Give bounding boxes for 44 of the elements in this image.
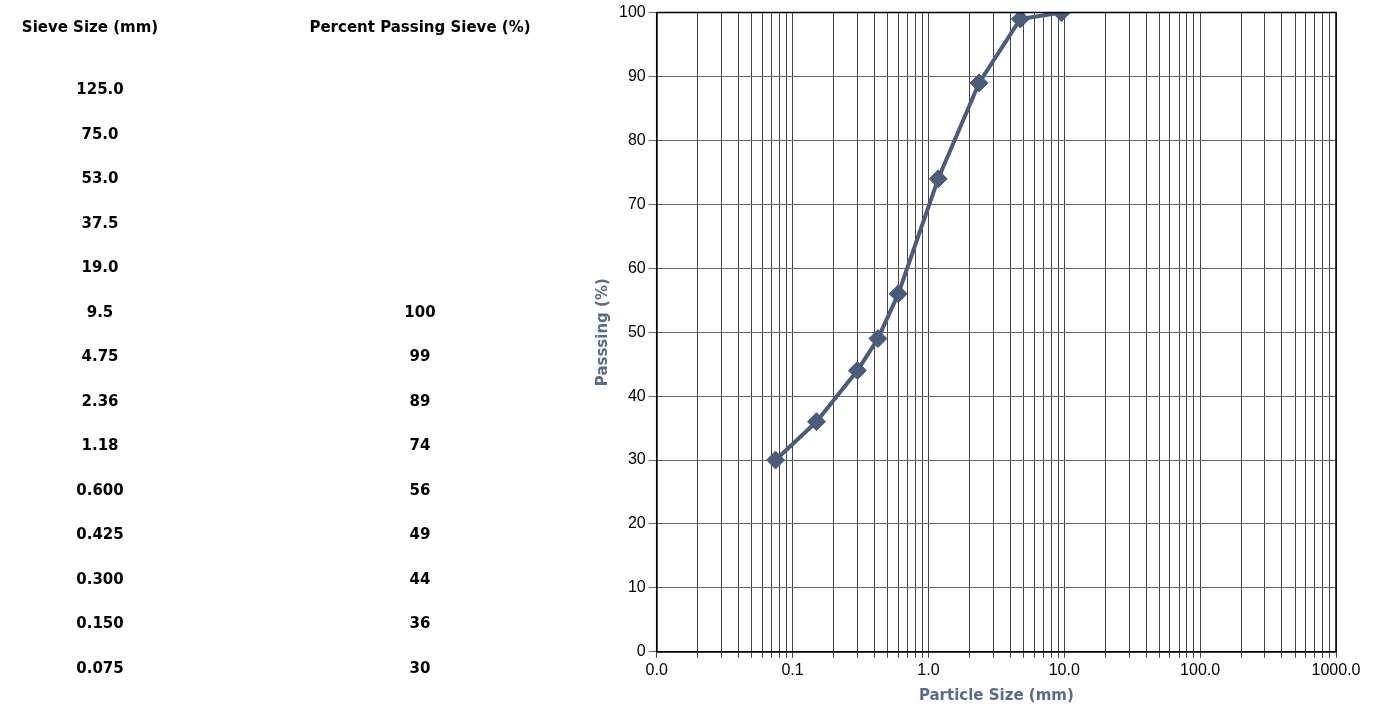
y-tick-label: 90 (627, 66, 646, 84)
x-tick-label: 0.1 (781, 660, 804, 678)
category-label: 19.0 (81, 258, 119, 276)
y-tick-label: 0 (636, 642, 646, 660)
category-label: 125.0 (76, 80, 124, 98)
category-label: 0.300 (76, 569, 124, 588)
category-label: 0.075 (76, 658, 124, 677)
category-label: 2.36 (81, 391, 119, 410)
text: 36 (409, 614, 431, 632)
category-label: 37.5 (81, 213, 119, 232)
x-tick-label: 100.0 (1180, 660, 1221, 678)
x-tick-label: 0.0 (645, 660, 668, 678)
text: 30 (409, 658, 431, 677)
category-label: 75.0 (81, 124, 119, 143)
text: 99 (409, 347, 431, 365)
text: 49 (409, 525, 431, 543)
text: 56 (409, 480, 431, 499)
y-tick-label: 50 (627, 322, 646, 340)
text: 100 (404, 302, 436, 321)
category-label: 0.150 (76, 614, 124, 632)
x-tick-label: 10.0 (1048, 660, 1080, 678)
y-tick-label: 100 (618, 3, 646, 21)
x-tick-label: 1.0 (917, 660, 940, 678)
category-label: 53.0 (81, 169, 119, 187)
category-label: 0.425 (76, 525, 124, 543)
y-tick-label: 60 (627, 258, 646, 276)
y-tick-label: 30 (627, 450, 646, 468)
y-tick-label: 10 (627, 578, 646, 596)
y-tick-label: 40 (627, 386, 646, 404)
category-label: 4.75 (81, 347, 119, 365)
category-label: 1.18 (81, 436, 119, 454)
text: 89 (409, 391, 431, 410)
category-label: 0.600 (76, 480, 124, 499)
x-tick-label: 1000.0 (1311, 660, 1361, 678)
y-tick-label: 80 (627, 130, 646, 148)
y-tick-label: 20 (627, 514, 646, 532)
category-label: 9.5 (86, 302, 114, 321)
y-tick-label: 70 (627, 194, 646, 212)
text: 44 (409, 569, 431, 588)
x-axis-title: Particle Size (mm) (918, 685, 1074, 704)
y-axis-title: Passsing (%) (592, 278, 611, 387)
text: Percent Passing Sieve (%) (309, 18, 531, 36)
text: 74 (409, 436, 431, 454)
text: Sieve Size (mm) (21, 18, 159, 36)
